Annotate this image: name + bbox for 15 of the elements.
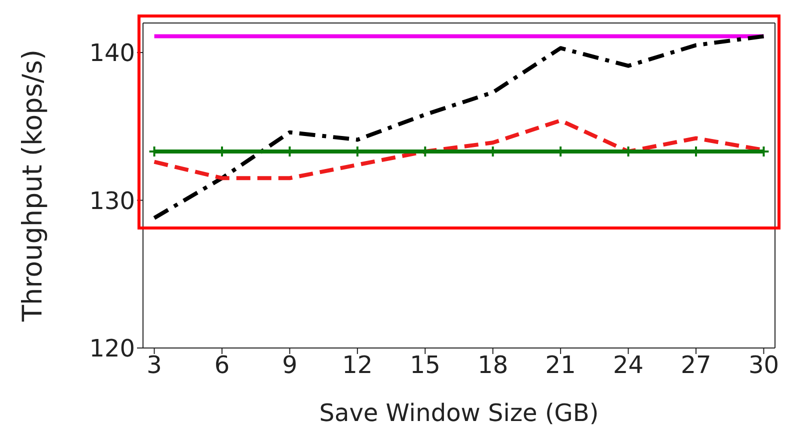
x-axis-title: Save Window Size (GB)	[319, 399, 599, 427]
y-tick-label: 140	[89, 39, 135, 68]
x-tick-label: 15	[410, 351, 440, 380]
y-tick-label: 130	[89, 186, 135, 215]
x-tick-label: 18	[478, 351, 508, 380]
x-tick-label: 12	[342, 351, 373, 380]
x-tick-label: 27	[680, 351, 712, 380]
x-tick-label: 24	[613, 351, 644, 380]
y-tick-label: 120	[89, 334, 135, 363]
x-tick-label: 21	[545, 351, 576, 380]
x-tick-label: 6	[214, 351, 230, 380]
y-axis-title: Throughput (kops/s)	[17, 49, 48, 323]
x-tick-label: 30	[748, 351, 779, 380]
x-tick-label: 9	[282, 351, 298, 380]
x-tick-label: 3	[146, 351, 162, 380]
